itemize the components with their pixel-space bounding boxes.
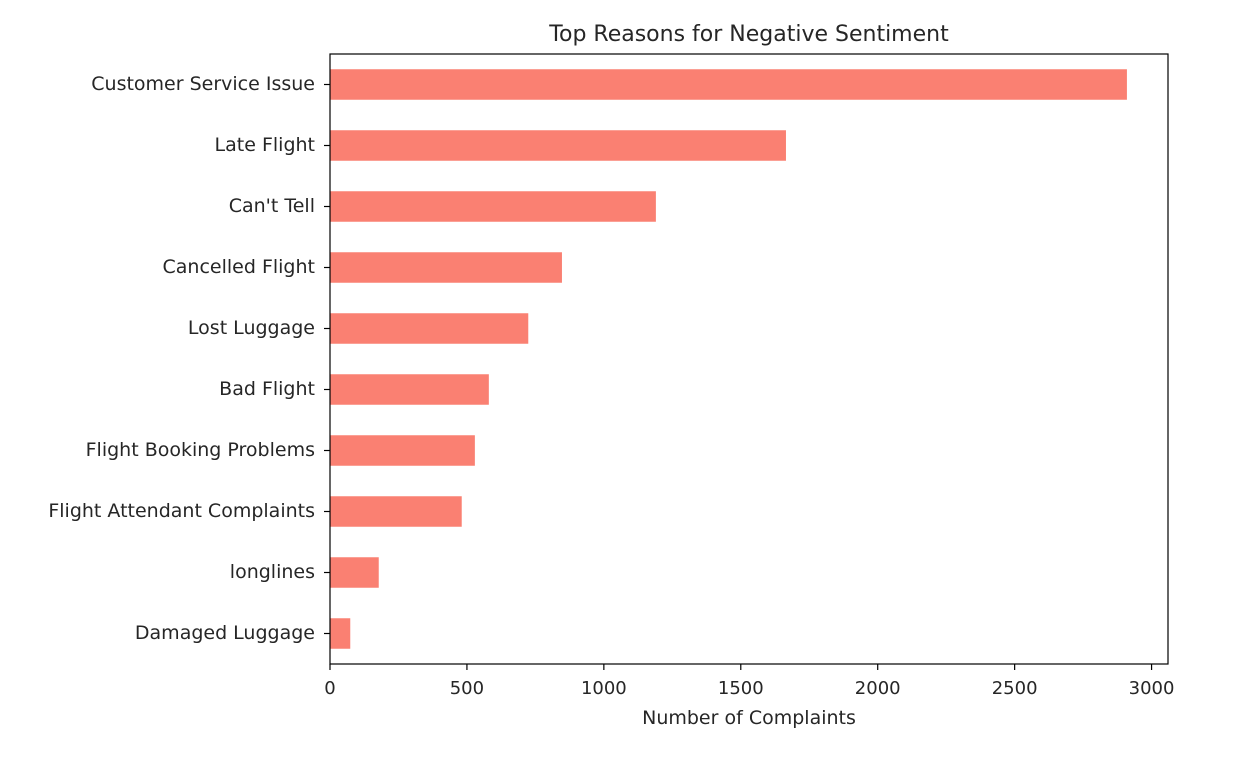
x-tick-label: 0 xyxy=(324,678,335,699)
plot-frame xyxy=(329,53,1169,665)
y-tick-label: Late Flight xyxy=(215,134,315,156)
bar xyxy=(330,252,562,283)
y-axis: Customer Service Issue Late Flight Can't T… xyxy=(48,73,330,644)
bar xyxy=(330,69,1127,100)
bar xyxy=(330,191,656,222)
x-tick-label: 500 xyxy=(450,678,484,699)
y-tick-label: Can't Tell xyxy=(229,195,315,217)
bar xyxy=(330,496,462,527)
bar xyxy=(330,130,786,161)
y-tick-label: Lost Luggage xyxy=(188,317,315,339)
bar xyxy=(330,313,529,344)
x-tick-label: 3000 xyxy=(1129,678,1175,699)
x-tick-label: 2500 xyxy=(992,678,1038,699)
chart-title: Top Reasons for Negative Sentiment xyxy=(548,22,949,47)
x-axis-label: Number of Complaints xyxy=(642,707,856,729)
bar xyxy=(330,618,351,649)
y-tick-label: Flight Booking Problems xyxy=(86,439,315,461)
y-tick-label: Damaged Luggage xyxy=(135,622,315,644)
y-tick-label: longlines xyxy=(230,561,315,583)
y-tick-label: Customer Service Issue xyxy=(91,73,315,95)
bar xyxy=(330,557,379,588)
y-tick-label: Bad Flight xyxy=(219,378,315,400)
x-tick-label: 2000 xyxy=(855,678,901,699)
bar xyxy=(330,374,489,405)
x-tick-label: 1000 xyxy=(581,678,627,699)
bar xyxy=(330,435,475,466)
y-tick-label: Flight Attendant Complaints xyxy=(48,500,315,522)
x-axis: 0 500 1000 1500 2000 2500 3000 xyxy=(324,664,1174,699)
y-tick-label: Cancelled Flight xyxy=(163,256,315,278)
x-tick-label: 1500 xyxy=(718,678,764,699)
bars-layer xyxy=(330,69,1127,649)
